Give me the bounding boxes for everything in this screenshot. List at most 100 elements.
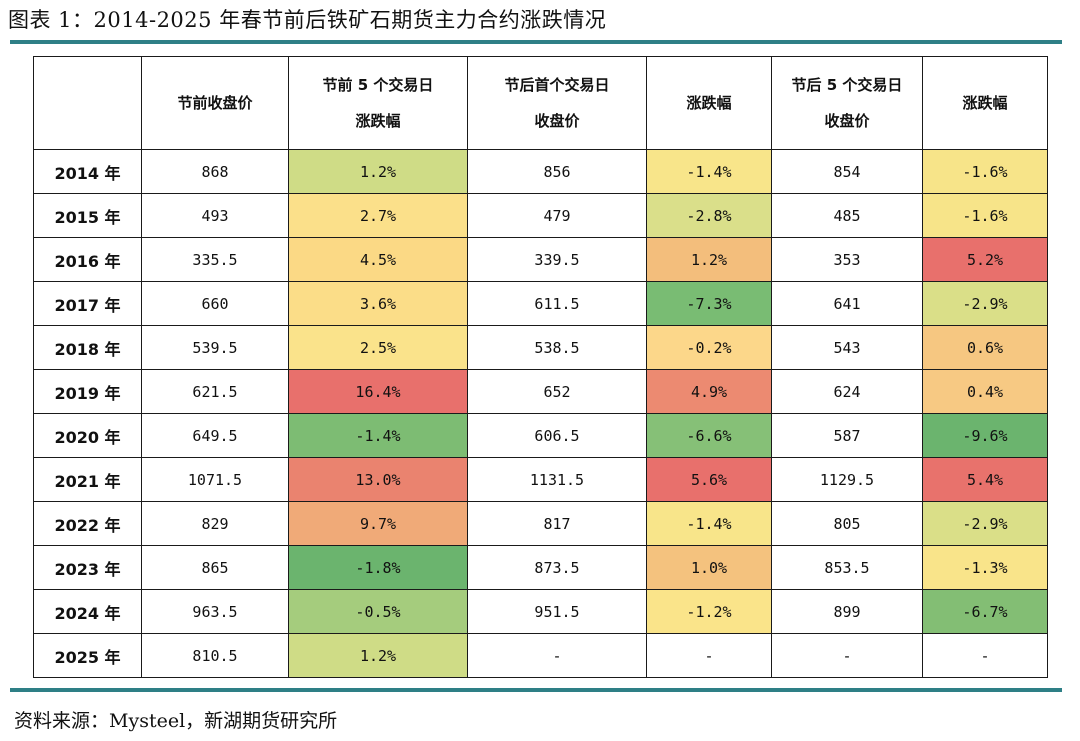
post1-close-cell: 611.5 [467,281,647,326]
pre-close-cell: 539.5 [141,325,289,370]
year-cell: 2016 年 [33,237,142,282]
pre-close-cell: 335.5 [141,237,289,282]
pre-close-cell: 829 [141,501,289,546]
table-row: 2016 年 335.5 4.5% 339.5 1.2% 353 5.2% [33,237,1048,282]
post5-change-cell: -2.9% [922,281,1048,326]
post5-close-cell: 624 [771,369,923,414]
post5-change-cell: 5.2% [922,237,1048,282]
table-row: 2025 年 810.5 1.2% - - - - [33,633,1048,678]
post1-close-cell: 652 [467,369,647,414]
year-cell: 2023 年 [33,545,142,590]
header-label: 涨跌幅 [962,94,1008,112]
pre-close-cell: 649.5 [141,413,289,458]
post5-change-cell: -6.7% [922,589,1048,634]
post5-close-cell: 587 [771,413,923,458]
year-cell: 2021 年 [33,457,142,502]
pre5-change-cell: 4.5% [288,237,468,282]
year-cell: 2019 年 [33,369,142,414]
post1-change-cell: 1.2% [646,237,772,282]
post5-close-cell: 853.5 [771,545,923,590]
post1-close-cell: 538.5 [467,325,647,370]
table-row: 2022 年 829 9.7% 817 -1.4% 805 -2.9% [33,501,1048,546]
post1-close-cell: 817 [467,501,647,546]
pre5-change-cell: 3.6% [288,281,468,326]
year-cell: 2024 年 [33,589,142,634]
pre5-change-cell: 1.2% [288,633,468,678]
post1-close-cell: 856 [467,149,647,194]
post1-close-cell: 1131.5 [467,457,647,502]
header-pre5-change: 节前 5 个交易日 涨跌幅 [288,56,468,150]
year-cell: 2018 年 [33,325,142,370]
pre5-change-cell: 1.2% [288,149,468,194]
pre-close-cell: 493 [141,193,289,238]
post5-change-cell: 0.4% [922,369,1048,414]
year-cell: 2015 年 [33,193,142,238]
table-header-row: 节前收盘价 节前 5 个交易日 涨跌幅 节后首个交易日 收盘价 涨跌幅 节后 5 个交易日收… [33,56,1048,150]
header-pre-close: 节前收盘价 [141,56,289,150]
post5-change-cell: -2.9% [922,501,1048,546]
table-row: 2020 年 649.5 -1.4% 606.5 -6.6% 587 -9.6% [33,413,1048,458]
table-row: 2017 年 660 3.6% 611.5 -7.3% 641 -2.9% [33,281,1048,326]
post1-change-cell: -1.4% [646,149,772,194]
header-label: 涨跌幅 [355,112,401,130]
post1-change-cell: 4.9% [646,369,772,414]
pre-close-cell: 868 [141,149,289,194]
post1-change-cell: -6.6% [646,413,772,458]
header-label: 节后 5 个交易日 [791,76,903,94]
table-row: 2023 年 865 -1.8% 873.5 1.0% 853.5 -1.3% [33,545,1048,590]
post1-change-cell: -1.4% [646,501,772,546]
post1-close-cell: 479 [467,193,647,238]
data-table: 节前收盘价 节前 5 个交易日 涨跌幅 节后首个交易日 收盘价 涨跌幅 节后 5 个交易日收… [33,56,1048,678]
post5-close-cell: - [771,633,923,678]
post1-close-cell: 339.5 [467,237,647,282]
post1-close-cell: 951.5 [467,589,647,634]
pre5-change-cell: 13.0% [288,457,468,502]
post1-change-cell: 5.6% [646,457,772,502]
post5-close-cell: 899 [771,589,923,634]
pre-close-cell: 660 [141,281,289,326]
post5-change-cell: -1.6% [922,149,1048,194]
year-cell: 2020 年 [33,413,142,458]
post1-change-cell: -1.2% [646,589,772,634]
table-row: 2015 年 493 2.7% 479 -2.8% 485 -1.6% [33,193,1048,238]
post5-close-cell: 805 [771,501,923,546]
header-post1-close: 节后首个交易日 收盘价 [467,56,647,150]
table-row: 2019 年 621.5 16.4% 652 4.9% 624 0.4% [33,369,1048,414]
table-row: 2014 年 868 1.2% 856 -1.4% 854 -1.6% [33,149,1048,194]
pre-close-cell: 1071.5 [141,457,289,502]
table-body: 2014 年 868 1.2% 856 -1.4% 854 -1.6% 2015 年 493 2.… [33,149,1048,678]
post5-change-cell: - [922,633,1048,678]
table-row: 2018 年 539.5 2.5% 538.5 -0.2% 543 0.6% [33,325,1048,370]
top-rule [10,40,1062,44]
post5-change-cell: 0.6% [922,325,1048,370]
header-label: 节后首个交易日 [504,76,610,94]
post1-close-cell: 873.5 [467,545,647,590]
table-row: 2024 年 963.5 -0.5% 951.5 -1.2% 899 -6.7% [33,589,1048,634]
pre5-change-cell: 16.4% [288,369,468,414]
bottom-rule [10,688,1062,692]
post1-change-cell: -7.3% [646,281,772,326]
pre5-change-cell: -0.5% [288,589,468,634]
post5-close-cell: 1129.5 [771,457,923,502]
header-label: 涨跌幅 [686,94,732,112]
post5-close-cell: 353 [771,237,923,282]
pre5-change-cell: 2.5% [288,325,468,370]
table-row: 2021 年 1071.5 13.0% 1131.5 5.6% 1129.5 5.4% [33,457,1048,502]
year-cell: 2017 年 [33,281,142,326]
post5-change-cell: -1.6% [922,193,1048,238]
header-year [33,56,142,150]
post1-change-cell: - [646,633,772,678]
pre5-change-cell: -1.4% [288,413,468,458]
post5-close-cell: 543 [771,325,923,370]
pre-close-cell: 810.5 [141,633,289,678]
post5-change-cell: 5.4% [922,457,1048,502]
pre-close-cell: 963.5 [141,589,289,634]
header-post1-change: 涨跌幅 [646,56,772,150]
header-post5-close: 节后 5 个交易日 收盘价 [771,56,923,150]
header-label: 收盘价 [534,112,580,130]
post1-close-cell: - [467,633,647,678]
source-note: 资料来源：Mysteel，新湖期货研究所 [14,710,338,732]
post5-close-cell: 485 [771,193,923,238]
header-label: 节前收盘价 [177,94,253,112]
pre5-change-cell: 9.7% [288,501,468,546]
